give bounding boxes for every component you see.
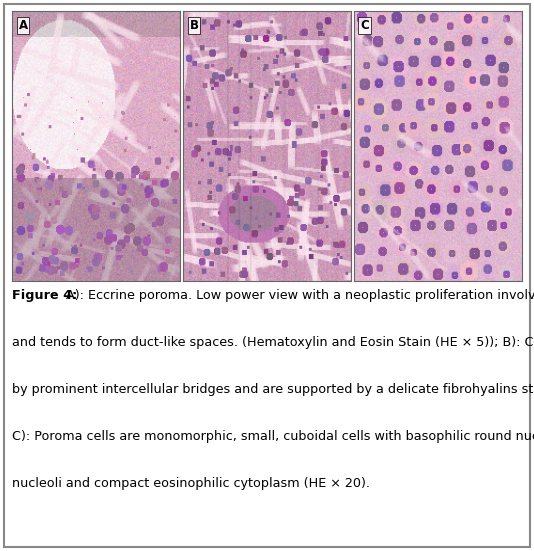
Text: C: C — [360, 19, 369, 32]
Text: B: B — [190, 19, 198, 32]
Text: and tends to form duct-like spaces. (Hematoxylin and Eosin Stain (HE × 5)); B): : and tends to form duct-like spaces. (Hem… — [12, 336, 534, 349]
Text: Figure 4:: Figure 4: — [12, 289, 77, 302]
Text: nucleoli and compact eosinophilic cytoplasm (HE × 20).: nucleoli and compact eosinophilic cytopl… — [12, 478, 370, 490]
FancyBboxPatch shape — [4, 4, 530, 547]
Text: C): Poroma cells are monomorphic, small, cuboidal cells with basophilic round nu: C): Poroma cells are monomorphic, small,… — [12, 430, 534, 444]
Text: by prominent intercellular bridges and are supported by a delicate fibrohyalins : by prominent intercellular bridges and a… — [12, 383, 534, 396]
Text: A): Eccrine poroma. Low power view with a neoplastic proliferation involves the : A): Eccrine poroma. Low power view with … — [62, 289, 534, 302]
Text: A: A — [19, 19, 28, 32]
